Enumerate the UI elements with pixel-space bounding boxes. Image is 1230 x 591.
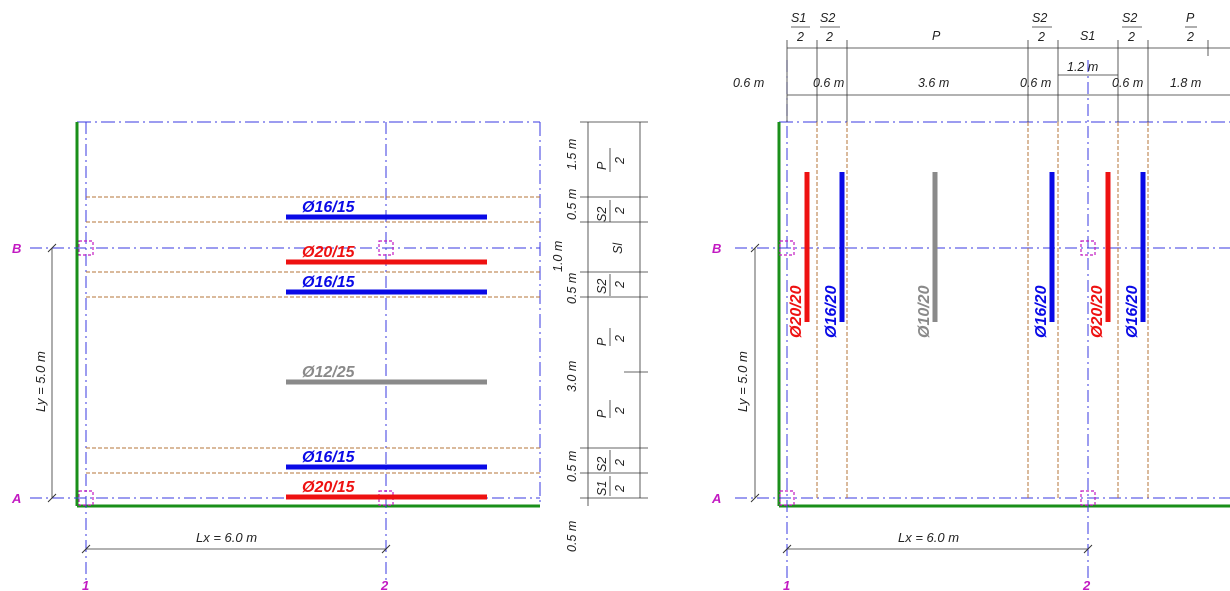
strip-den: 2 [613, 335, 627, 343]
column-marker [1080, 240, 1096, 256]
strip-den: 2 [825, 30, 833, 44]
axis-label-2: 2 [380, 578, 389, 591]
dim-tick [81, 544, 91, 554]
strip-den: 2 [796, 30, 804, 44]
dim-length: 1.5 m [565, 139, 579, 170]
column-marker [1080, 490, 1096, 506]
dim-length: 0.6 m [1112, 76, 1143, 90]
rebar-label: Ø20/20 [1089, 285, 1106, 338]
dim-tick [750, 493, 760, 503]
axis-label-b: B [12, 241, 21, 256]
strip-num: P [595, 161, 609, 170]
strip-den: 2 [1127, 30, 1135, 44]
strip-num: S2 [595, 207, 609, 222]
dim-length: 1.0 m [551, 241, 565, 272]
column-marker [779, 490, 795, 506]
strip-num: P [932, 29, 941, 43]
rebar-label: Ø20/20 [788, 285, 805, 338]
strip-den: 2 [613, 485, 627, 493]
dim-tick [381, 544, 391, 554]
dim-length: 1.2 m [1067, 60, 1098, 74]
rebar-label: Ø16/15 [302, 449, 356, 466]
strip-num: Sl [611, 242, 625, 254]
strip-num: S1 [1080, 29, 1095, 43]
right-panel: Ø20/20 Ø16/20 Ø10/20 Ø16/20 Ø20/20 Ø16/2… [711, 11, 1230, 591]
rebar-label: Ø16/20 [823, 285, 840, 338]
dim-length: 0.6 m [1020, 76, 1051, 90]
dim-length: 3.6 m [918, 76, 949, 90]
strip-num: P [595, 409, 609, 418]
dim-tick [1083, 544, 1093, 554]
strip-num: S2 [1122, 11, 1137, 25]
dim-length: 0.5 m [565, 521, 579, 552]
strip-num: S1 [791, 11, 806, 25]
axis-label-1: 1 [82, 578, 89, 591]
dim-tick [47, 243, 57, 253]
strip-num: P [595, 337, 609, 346]
strip-fractions: S1 2 S2 2 P S2 2 S1 S2 2 P 2 [791, 11, 1197, 44]
axis-label-a: A [711, 491, 721, 506]
dim-length: 0.5 m [565, 189, 579, 220]
dim-length: 0.6 m [733, 76, 764, 90]
lx-label: Lx = 6.0 m [196, 530, 257, 545]
rebar-label: Ø12/25 [302, 364, 356, 381]
strip-den: 2 [613, 207, 627, 215]
horizontal-dimension-chain [786, 40, 1230, 122]
dim-length: 1.8 m [1170, 76, 1201, 90]
column-marker [78, 240, 94, 256]
axis-label-1: 1 [783, 578, 790, 591]
strip-den: 2 [613, 281, 627, 289]
strip-den: 2 [613, 157, 627, 165]
ly-label: Ly = 5.0 m [735, 351, 750, 412]
dim-tick [750, 243, 760, 253]
dim-length: 0.6 m [813, 76, 844, 90]
strip-den: 2 [1037, 30, 1045, 44]
axis-label-b: B [712, 241, 721, 256]
dim-length: 3.0 m [565, 361, 579, 392]
rebar-label: Ø16/20 [1124, 285, 1141, 338]
dim-length: 0.5 m [565, 273, 579, 304]
rebar-label: Ø20/15 [302, 244, 356, 261]
rebar-label: Ø20/15 [302, 479, 356, 496]
rebar-label: Ø16/15 [302, 274, 356, 291]
rebar-label: Ø10/20 [916, 285, 933, 338]
strip-num: S2 [820, 11, 835, 25]
left-panel: Ø16/15 Ø20/15 Ø16/15 Ø12/25 Ø16/15 Ø20/1… [11, 121, 648, 591]
strip-fractions: P 2 S2 2 Sl S2 2 P 2 P 2 S2 2 S1 2 [595, 148, 627, 496]
axis-label-2: 2 [1082, 578, 1091, 591]
column-marker [779, 240, 795, 256]
vertical-dimension-chain [580, 121, 648, 506]
strip-den: 2 [613, 407, 627, 415]
dim-tick [47, 493, 57, 503]
column-marker [78, 490, 94, 506]
strip-num: S2 [595, 279, 609, 294]
strip-den: 2 [1186, 30, 1194, 44]
rebar-label: Ø16/20 [1033, 285, 1050, 338]
rebar-label: Ø16/15 [302, 199, 356, 216]
column-marker [378, 240, 394, 256]
lx-label: Lx = 6.0 m [898, 530, 959, 545]
strip-den: 2 [613, 459, 627, 467]
strip-num: P [1186, 11, 1195, 25]
dim-length: 0.5 m [565, 451, 579, 482]
strip-num: S1 [595, 481, 609, 496]
ly-label: Ly = 5.0 m [33, 351, 48, 412]
dim-tick [782, 544, 792, 554]
axis-label-a: A [11, 491, 21, 506]
strip-num: S2 [595, 457, 609, 472]
strip-boundaries [816, 122, 1149, 498]
strip-boundaries [86, 196, 540, 474]
strip-num: S2 [1032, 11, 1047, 25]
